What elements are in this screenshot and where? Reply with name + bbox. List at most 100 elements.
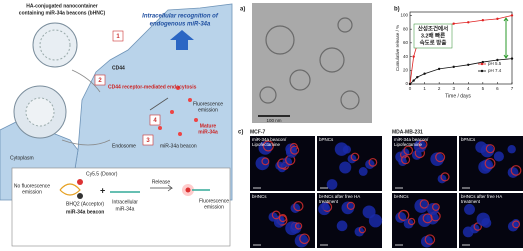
- acceptor-label: BHQ2 (Acceptor): [66, 201, 104, 207]
- micrograph: [459, 193, 523, 248]
- micrograph-label: Lipofectamine: [394, 142, 423, 147]
- annotation: 3.2배 빠른: [421, 31, 445, 39]
- marker: [412, 55, 415, 58]
- donor-on: [185, 187, 191, 193]
- nanocontainer: [32, 22, 78, 68]
- micrograph-label: bHNCs after free HA: [319, 194, 360, 199]
- cell: [69, 3, 233, 201]
- no-fluorescence: No fluorescence: [14, 183, 50, 189]
- endosome-core: [25, 97, 55, 127]
- signal: [261, 157, 270, 166]
- beacon-label: miR-34a beacon: [66, 209, 104, 215]
- signal: [403, 145, 414, 156]
- signal: [294, 222, 303, 230]
- mature: Mature: [200, 123, 217, 129]
- signal: [358, 226, 366, 234]
- series-line: [409, 58, 513, 85]
- recognition: Intracellular recognition of: [142, 14, 219, 20]
- signal: [278, 214, 287, 223]
- step: 2: [98, 78, 102, 84]
- y-tick-label: 0: [405, 81, 408, 86]
- y-tick-label: 80: [403, 26, 409, 31]
- marker: [467, 21, 470, 24]
- signal: [422, 213, 433, 224]
- step-box: [112, 30, 124, 42]
- nucleus: [320, 202, 330, 211]
- micrograph-label: bPNCs: [319, 137, 334, 142]
- signal: [368, 157, 378, 167]
- marker: [437, 67, 441, 71]
- marker: [481, 60, 485, 64]
- x-tick-label: 3: [452, 86, 455, 91]
- signal: [299, 233, 310, 245]
- marker: [467, 63, 470, 66]
- fluorescence: emission: [204, 204, 224, 210]
- step-box: [94, 74, 106, 86]
- scale-label: 100 nm: [266, 118, 281, 123]
- marker: [481, 19, 485, 22]
- schematic: [0, 3, 233, 247]
- x-tick-label: 7: [511, 86, 514, 91]
- annotation-box: [413, 23, 453, 49]
- nucleus: [493, 151, 504, 162]
- signal: [435, 152, 446, 163]
- endocytosis: CD44 receptor-mediated endocytosis: [108, 84, 197, 90]
- signal: [401, 155, 411, 165]
- beacon-hairpin: [59, 183, 81, 196]
- micrograph-label: miR-34a beacon/: [252, 137, 287, 142]
- signal: [419, 199, 430, 209]
- target-label: miR-34a: [116, 206, 135, 212]
- nucleus: [414, 199, 429, 213]
- legend-marker: [480, 69, 484, 73]
- marker: [412, 79, 415, 82]
- signal: [290, 145, 300, 155]
- signal: [440, 172, 450, 182]
- micrographs: MCF-7 miR-34a beacon/Lipofectamine bPNCs bH…: [250, 129, 523, 248]
- micrograph-label: bHNCs: [394, 194, 409, 199]
- nucleus: [464, 203, 475, 215]
- nucleus: [481, 217, 492, 228]
- signal: [484, 157, 496, 169]
- micrograph-label: bHNCs after free HA: [461, 194, 502, 199]
- arrow: [61, 139, 111, 146]
- nanocontainer-core: [39, 29, 71, 61]
- marker: [408, 82, 412, 86]
- x-tick-label: 6: [496, 86, 499, 91]
- x-tick-label: 5: [482, 86, 485, 91]
- y-tick-label: 20: [403, 67, 409, 72]
- y-tick-label: 40: [403, 54, 409, 59]
- marker: [416, 75, 419, 79]
- signal: [512, 220, 521, 229]
- schematic-title: containing miR-34a beacons (bHNC): [19, 10, 106, 16]
- marker: [510, 14, 514, 17]
- chart: 0 20 40 60 80 100 0 1 2 3 4 5 6 7 pH 5.5 pH 7.4 산성조건에서3.…: [400, 11, 514, 91]
- micrograph-label: miR-34a beacon/: [394, 137, 429, 142]
- signal: [424, 234, 436, 245]
- nucleus: [290, 203, 301, 213]
- signal: [293, 201, 304, 212]
- step-box: [142, 134, 154, 146]
- cell-line: MCF-7: [250, 129, 265, 135]
- nucleus: [507, 145, 516, 154]
- target-label: Intracellular: [112, 199, 138, 205]
- nucleus: [326, 179, 338, 190]
- beacons: [158, 86, 198, 136]
- x-tick-label: 2: [438, 86, 441, 91]
- nucleus: [420, 235, 433, 248]
- annotation: 속도로 방출: [420, 38, 447, 46]
- fluorescence: emission: [198, 107, 218, 113]
- y-tick-label: 60: [403, 40, 409, 45]
- fluorescence: Fluorescence: [193, 101, 223, 107]
- marker: [496, 17, 499, 21]
- legend-label: pH 7.4: [488, 68, 502, 73]
- signal: [510, 165, 522, 176]
- release-arrow: [150, 184, 174, 192]
- nucleus: [336, 220, 348, 232]
- micrograph-label: Lipofectamine: [252, 142, 281, 147]
- y-axis-title: Cumulative release / %: [395, 25, 400, 71]
- nucleus: [339, 161, 352, 174]
- plus: +: [100, 185, 105, 195]
- micrograph-label: treatment: [461, 199, 481, 204]
- green-arrow: [503, 17, 509, 59]
